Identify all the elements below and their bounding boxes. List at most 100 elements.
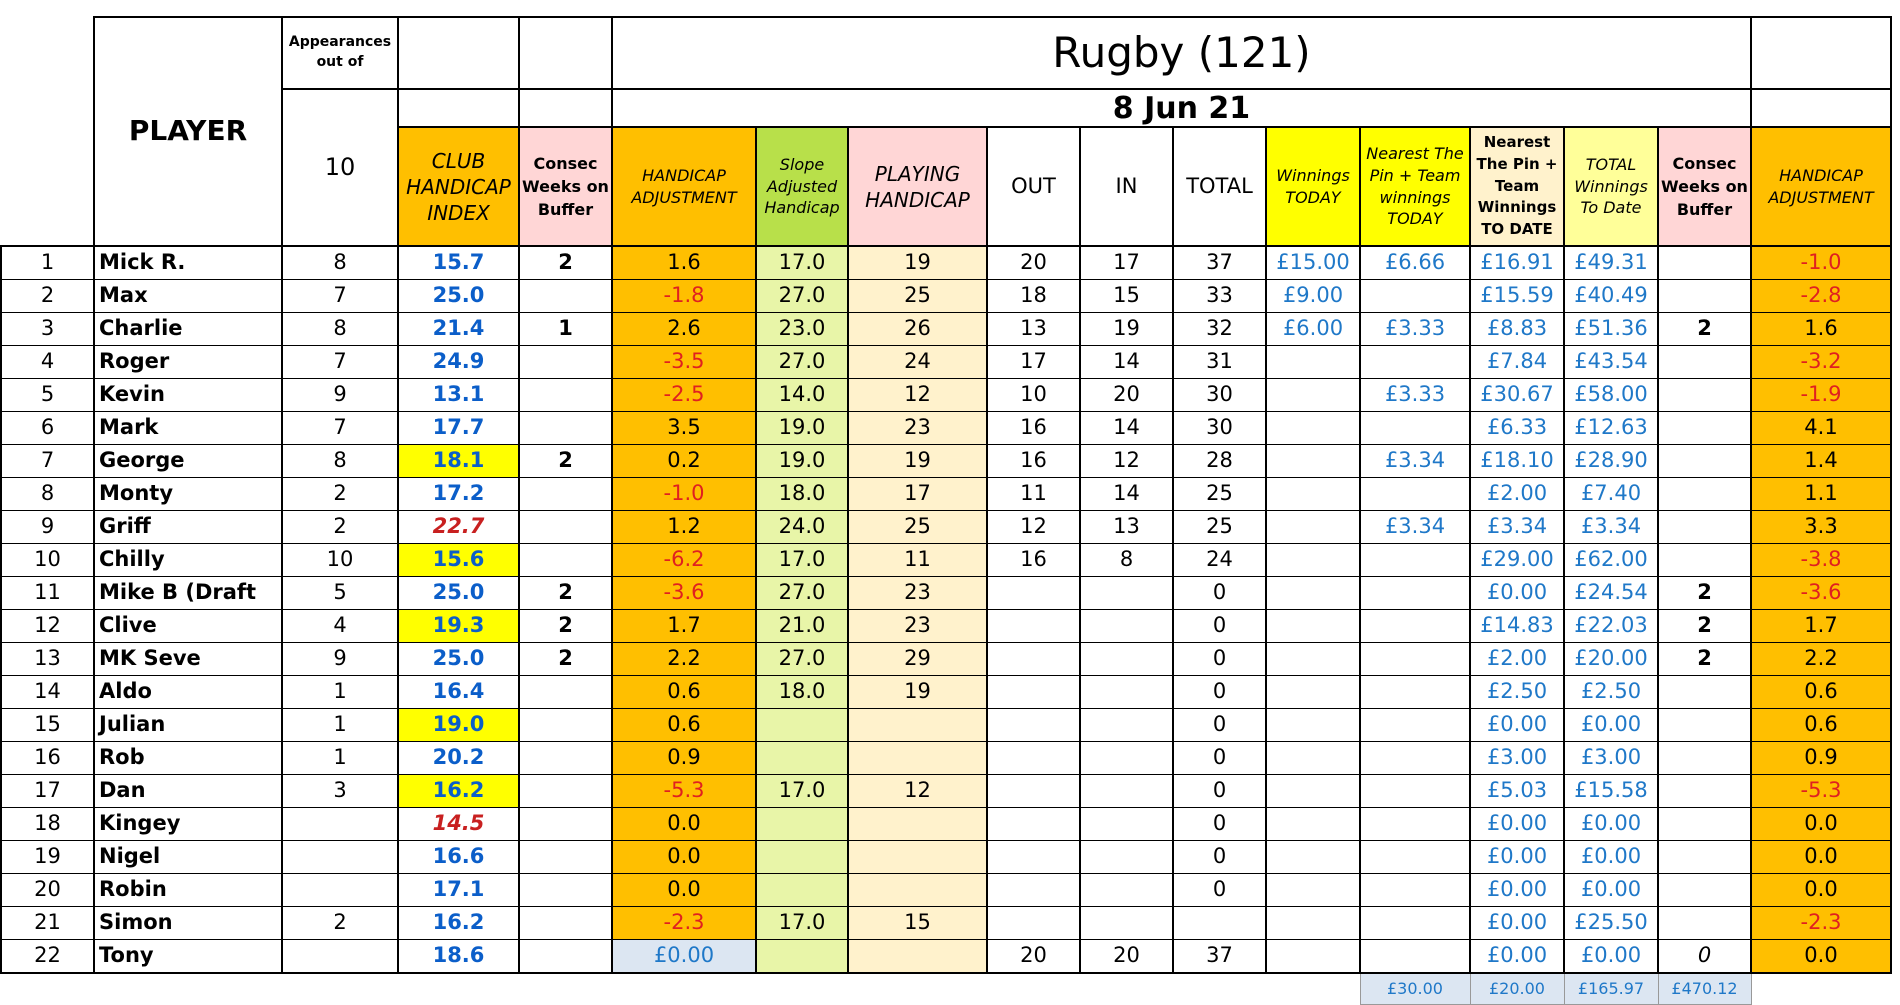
consec-buffer-cell: [518, 807, 613, 841]
consec-buffer-cell: [518, 774, 613, 808]
appearances-cell: [281, 939, 399, 974]
row-number: 3: [0, 312, 95, 346]
handicap-adjustment-cell: 0.0: [611, 807, 757, 841]
handicap-adjustment-cell-2: 1.6: [1750, 312, 1892, 346]
winnings-today-cell: [1265, 807, 1361, 841]
player-name: Aldo: [93, 675, 283, 709]
ntp-to-date-cell: £0.00: [1469, 576, 1565, 610]
handicap-adjustment-cell-2: 0.0: [1750, 807, 1892, 841]
consec-buffer-cell-2: [1657, 840, 1752, 874]
out-score-cell: 20: [986, 246, 1081, 280]
playing-handicap-cell: 29: [847, 642, 988, 676]
ntp-to-date-cell: £15.59: [1469, 279, 1565, 313]
out-score-cell: [986, 675, 1081, 709]
appearances-cell: 10: [281, 543, 399, 577]
club-index-header: CLUB HANDICAP INDEX: [397, 126, 520, 247]
total-ntp-today: £20.00: [1469, 972, 1565, 1005]
slope-adjusted-cell: [755, 840, 849, 874]
ntp-to-date-cell: £7.84: [1469, 345, 1565, 379]
total-ntp-to-date: £165.97: [1563, 972, 1659, 1005]
winnings-today-header: Winnings TODAY: [1265, 126, 1361, 247]
consec-buffer-cell-2: [1657, 774, 1752, 808]
out-score-cell: 11: [986, 477, 1081, 511]
consec-buffer-cell-2: 2: [1657, 642, 1752, 676]
ntp-to-date-cell: £5.03: [1469, 774, 1565, 808]
winnings-today-cell: [1265, 675, 1361, 709]
handicap-adjustment-cell: 0.9: [611, 741, 757, 775]
table-row: 22 Tony 18.6 £0.00 20 20 37 £0.00 £0.00 0 0.0: [0, 939, 1892, 974]
consec-buffer-cell: [518, 708, 613, 742]
player-name: Roger: [93, 345, 283, 379]
total-score-cell: 30: [1172, 378, 1267, 412]
handicap-adjustment-cell: 0.6: [611, 675, 757, 709]
handicap-adjustment-cell: 1.7: [611, 609, 757, 643]
winnings-today-cell: [1265, 741, 1361, 775]
ntp-today-cell: [1359, 279, 1471, 313]
in-score-cell: [1079, 642, 1174, 676]
winnings-today-cell: [1265, 873, 1361, 907]
appearances-cell: 1: [281, 675, 399, 709]
handicap-adjustment-cell-2: -5.3: [1750, 774, 1892, 808]
playing-handicap-cell: 24: [847, 345, 988, 379]
total-to-date-header: TOTAL Winnings To Date: [1563, 126, 1659, 247]
table-row: 3 Charlie 8 21.4 1 2.6 23.0 26 13 19 32 £6.00 £3.33 £…: [0, 312, 1892, 346]
appearances-total: 10: [281, 88, 399, 247]
table-row: 18 Kingey 14.5 0.0 0 £0.00 £0.00 0.0: [0, 807, 1892, 841]
playing-handicap-header: PLAYING HANDICAP: [847, 126, 988, 247]
player-name: Clive: [93, 609, 283, 643]
club-index-cell: 15.6: [397, 543, 520, 577]
row-number: 10: [0, 543, 95, 577]
row-number: 5: [0, 378, 95, 412]
consec-buffer-cell-2: [1657, 444, 1752, 478]
in-score-cell: [1079, 741, 1174, 775]
in-score-cell: [1079, 807, 1174, 841]
club-index-cell: 16.4: [397, 675, 520, 709]
total-score-cell: 25: [1172, 477, 1267, 511]
table-row: 14 Aldo 1 16.4 0.6 18.0 19 0 £2.50 £2.50 0.6: [0, 675, 1892, 709]
slope-adjusted-cell: 19.0: [755, 444, 849, 478]
club-index-cell: 19.0: [397, 708, 520, 742]
player-name: Mark: [93, 411, 283, 445]
consec-buffer-cell: 1: [518, 312, 613, 346]
in-score-cell: [1079, 708, 1174, 742]
handicap-adjustment-cell: -3.6: [611, 576, 757, 610]
player-name: Mick R.: [93, 246, 283, 280]
playing-handicap-cell: 23: [847, 411, 988, 445]
total-score-cell: 0: [1172, 708, 1267, 742]
winnings-today-cell: [1265, 477, 1361, 511]
playing-handicap-cell: 25: [847, 510, 988, 544]
handicap-adjustment-cell-2: 1.1: [1750, 477, 1892, 511]
table-row: 12 Clive 4 19.3 2 1.7 21.0 23 0 £14.83 £22.03 2 1.7: [0, 609, 1892, 643]
total-score-cell: 0: [1172, 741, 1267, 775]
playing-handicap-cell: [847, 741, 988, 775]
consec-buffer-header-2: Consec Weeks on Buffer: [1657, 126, 1752, 247]
consec-buffer-header: Consec Weeks on Buffer: [518, 126, 613, 247]
handicap-adjustment-cell-2: -1.0: [1750, 246, 1892, 280]
handicap-adjustment-header-2: HANDICAP ADJUSTMENT: [1750, 126, 1892, 247]
club-index-cell: 18.1: [397, 444, 520, 478]
playing-handicap-cell: 19: [847, 675, 988, 709]
ntp-to-date-header: Nearest The Pin + Team Winnings TO DATE: [1469, 126, 1565, 247]
ntp-today-cell: [1359, 345, 1471, 379]
in-score-cell: [1079, 840, 1174, 874]
handicap-adjustment-cell-2: 1.7: [1750, 609, 1892, 643]
handicap-table: PLAYER Appearances out of Rugby (121) 10…: [0, 16, 1892, 1005]
out-score-cell: 12: [986, 510, 1081, 544]
club-index-cell: 15.7: [397, 246, 520, 280]
slope-adjusted-cell: 27.0: [755, 279, 849, 313]
sheet-date: 8 Jun 21: [611, 88, 1752, 128]
winnings-today-cell: [1265, 609, 1361, 643]
row-number: 1: [0, 246, 95, 280]
table-row: 9 Griff 2 22.7 1.2 24.0 25 12 13 25 £3.34 £3.34 £3.3…: [0, 510, 1892, 544]
slope-adjusted-cell: 27.0: [755, 345, 849, 379]
consec-buffer-cell-2: [1657, 510, 1752, 544]
player-name: George: [93, 444, 283, 478]
total-to-date-cell: £28.90: [1563, 444, 1659, 478]
slope-adjusted-cell: 17.0: [755, 906, 849, 940]
winnings-today-cell: £9.00: [1265, 279, 1361, 313]
playing-handicap-cell: [847, 708, 988, 742]
out-header: OUT: [986, 126, 1081, 247]
slope-adjusted-cell: 17.0: [755, 246, 849, 280]
ntp-today-cell: [1359, 543, 1471, 577]
playing-handicap-cell: [847, 840, 988, 874]
